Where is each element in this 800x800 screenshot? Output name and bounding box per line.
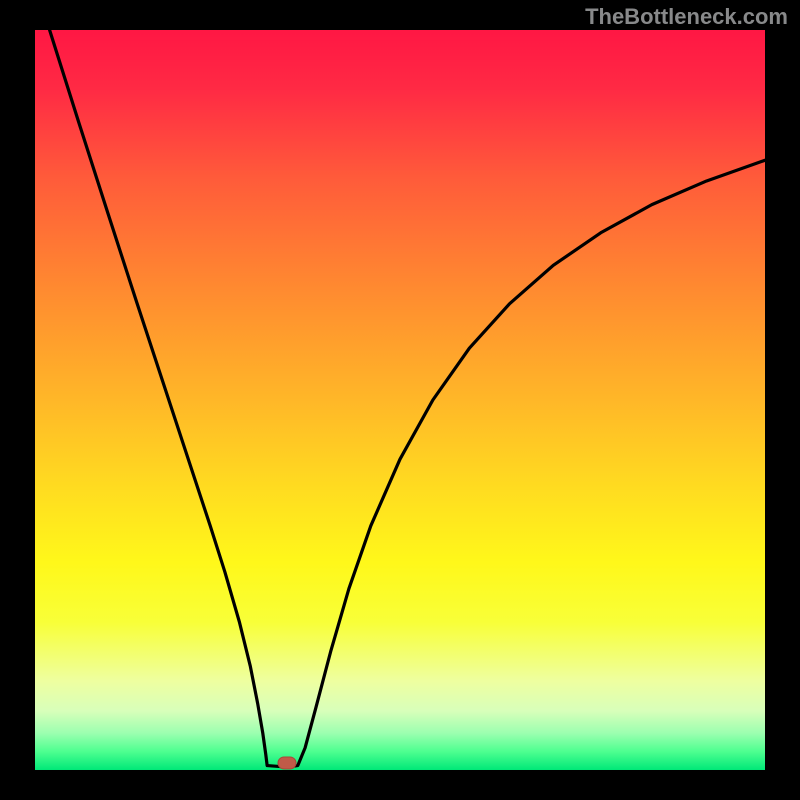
plot-area — [35, 30, 765, 770]
bottleneck-curve — [35, 30, 765, 770]
watermark-text: TheBottleneck.com — [585, 4, 788, 30]
chart-root: TheBottleneck.com — [0, 0, 800, 800]
optimum-marker — [277, 756, 296, 769]
